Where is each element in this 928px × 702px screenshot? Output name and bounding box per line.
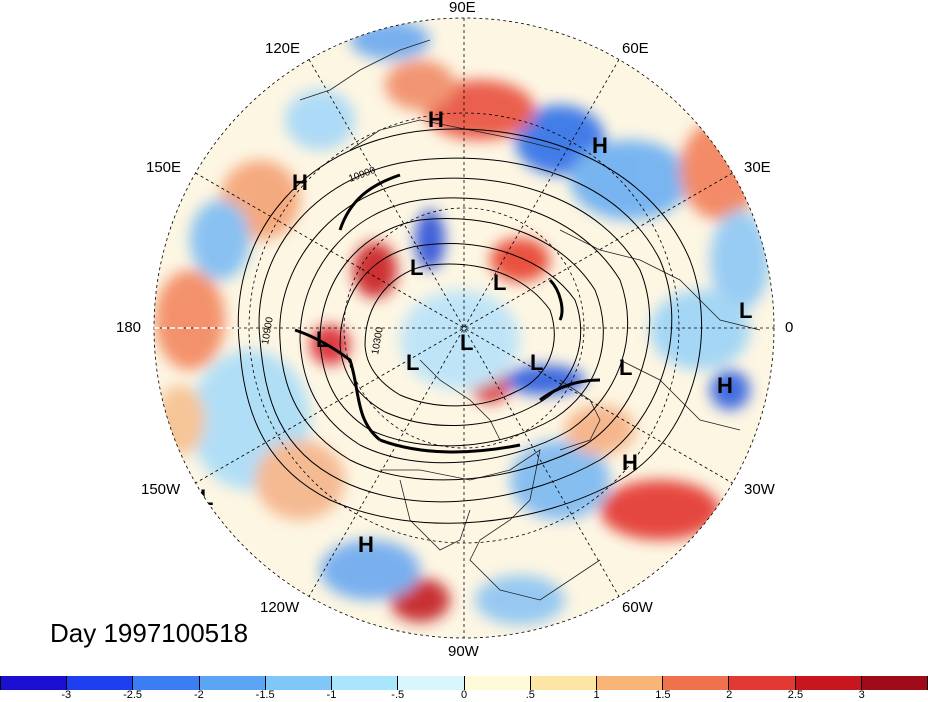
colorbar-tick-label: -2 [193,689,204,701]
lon-label-60e: 60E [622,40,649,57]
anomaly-field: 10900 10900 10300 H H H H H H L L L L L … [154,18,774,638]
day-title: Day 1997100518 [50,618,249,648]
colorbar-tick-label: 2 [726,689,733,701]
colorbar-swatch [199,676,266,690]
lon-label-120w: 120W [260,599,300,616]
lon-label-30w: 30W [744,481,775,498]
colorbar-tick-label: 1.5 [655,689,671,701]
colorbar-tick-label: 3 [858,689,865,701]
coastlines [299,39,761,601]
low-center: L [406,350,419,375]
low-center: L [316,327,329,352]
low-center: L [460,330,473,355]
colorbar-swatch [265,676,333,690]
contour-label-10900-b: 10900 [260,316,276,346]
low-center: L [493,270,506,295]
high-center: H [717,373,733,398]
high-center: H [592,133,608,158]
colorbar [0,676,928,690]
colorbar-tick-label: -2.5 [123,689,143,701]
high-center: H [622,450,638,475]
colorbar-swatch [464,676,531,690]
low-center: L [619,355,632,380]
lon-label-90e: 90E [449,0,476,16]
low-center: L [530,350,543,375]
high-center: H [428,107,444,132]
colorbar-swatch [596,676,664,690]
colorbar-tick-label: -1.5 [255,689,275,701]
lon-label-120e: 120E [265,40,301,57]
colorbar-swatch [530,676,597,690]
colorbar-tick-label: -3 [61,689,72,701]
low-center: L [200,485,213,510]
colorbar-tick-label: -.5 [391,689,405,701]
colorbar-swatch [663,676,730,690]
colorbar-tick-label: 1 [593,689,600,701]
low-center: L [410,255,423,280]
colorbar-swatch [795,676,862,690]
lon-label-150w: 150W [141,481,181,498]
colorbar-swatch [332,676,399,690]
low-center: L [739,298,752,323]
high-center: H [292,170,308,195]
colorbar-swatch [0,676,68,690]
colorbar-swatch [67,676,134,690]
colorbar-swatch [861,676,928,690]
lon-label-180: 180 [116,319,142,336]
colorbar-swatch [398,676,465,690]
lon-label-90w: 90W [448,643,479,660]
high-center: H [358,532,374,557]
colorbar-tick-label: .5 [525,689,535,701]
contour-label-10300: 10300 [370,326,386,356]
colorbar-tick-label: -1 [326,689,337,701]
colorbar-swatch [133,676,200,690]
colorbar-swatch [729,676,796,690]
lon-label-150e: 150E [146,159,182,176]
colorbar-tick-label: 2.5 [787,689,804,701]
lon-label-30e: 30E [744,159,771,176]
height-contours [237,128,702,524]
lon-label-0: 0 [785,319,794,336]
colorbar-tick-label: 0 [460,689,468,701]
jet-streams [294,173,601,454]
lon-label-60w: 60W [622,599,653,616]
pressure-centers: H H H H H H L L L L L L L L L [200,107,752,557]
